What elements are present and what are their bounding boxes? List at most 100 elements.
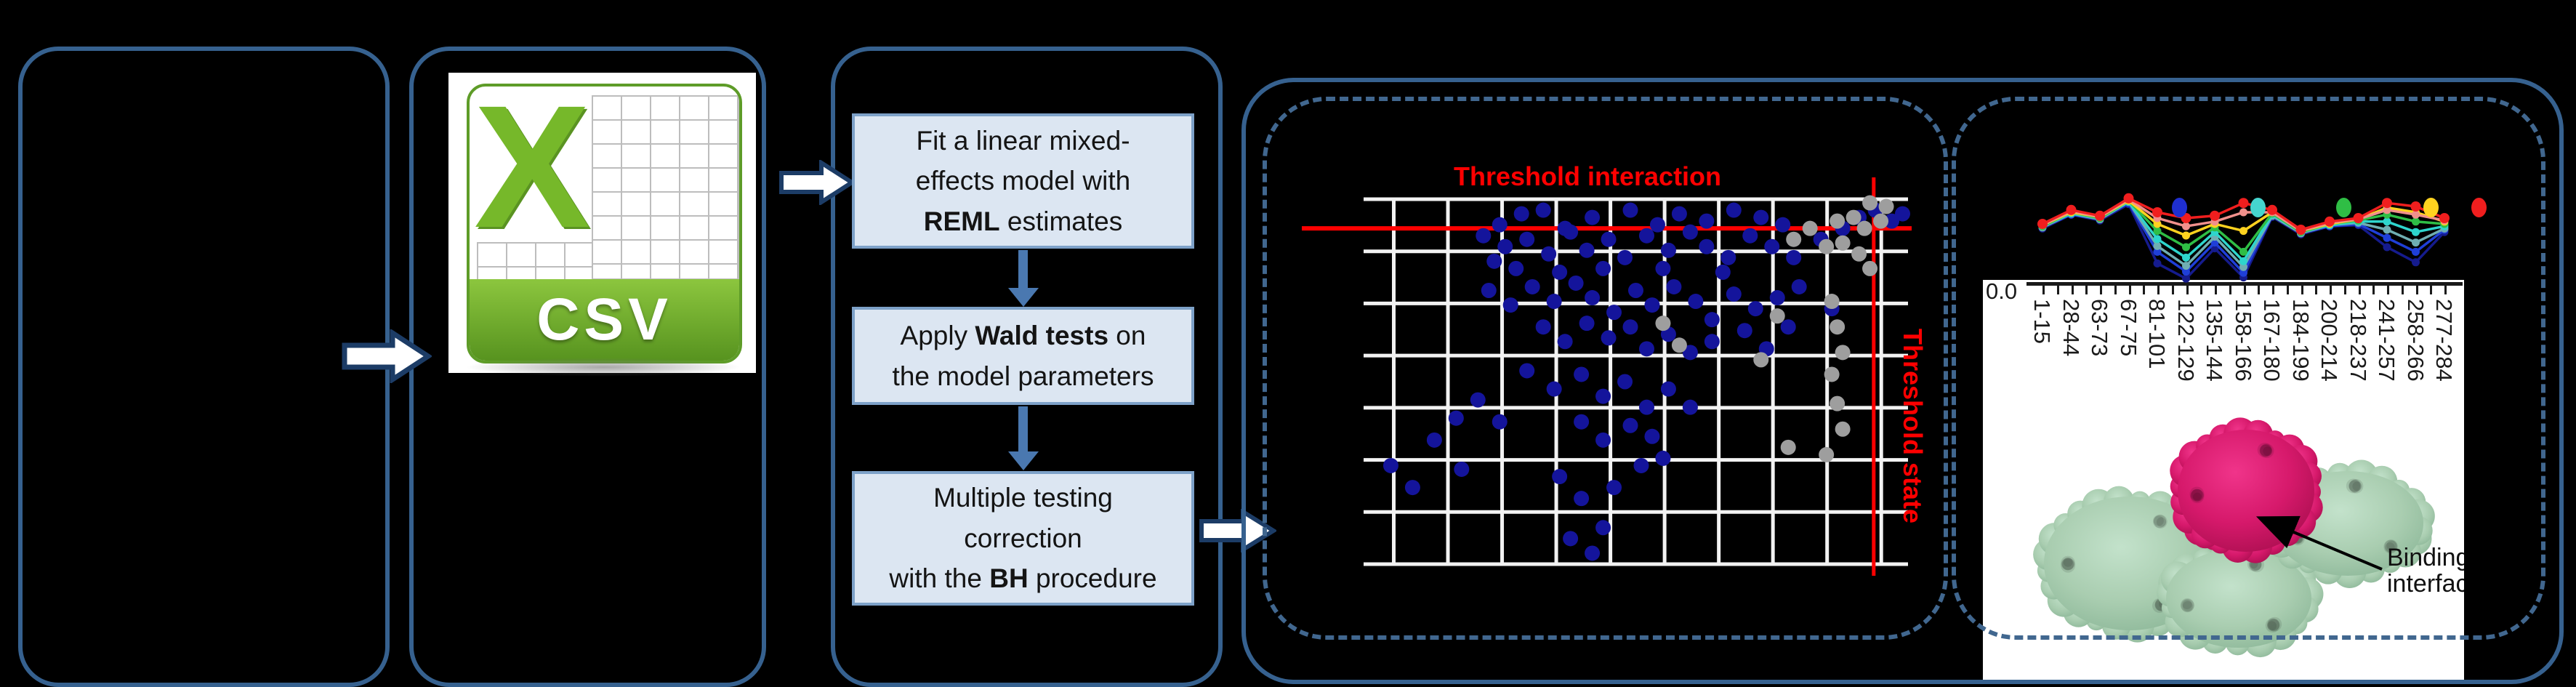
- legend-dot-1: [2172, 198, 2187, 217]
- scatter-point-interaction-points: [1574, 491, 1590, 507]
- scatter-point-interaction-points: [1633, 457, 1649, 473]
- interaction-figure-box: [1263, 97, 1948, 640]
- spreadsheet-grid-large: [592, 95, 739, 280]
- legend-dot-4: [2423, 198, 2439, 217]
- scatter-point-interaction-points: [1513, 206, 1529, 222]
- scatter-point-interaction-points: [1404, 480, 1420, 496]
- spreadsheet-grid-small: [477, 242, 593, 282]
- step-wald-tests: Apply Wald tests on the model parameters: [852, 307, 1194, 405]
- scatter-point-interaction-points: [1736, 323, 1752, 339]
- scatter-point-interaction-points: [1535, 319, 1551, 335]
- state-figure-box: [1952, 97, 2545, 640]
- scatter-point-interaction-points: [1595, 388, 1611, 404]
- x-axis-tick: [2430, 286, 2433, 294]
- scatter-point-interaction-points: [1470, 392, 1486, 408]
- scatter-point-interaction-points: [1595, 260, 1611, 276]
- legend-dot-5: [2471, 198, 2487, 217]
- x-axis-tick: [2444, 286, 2447, 294]
- binding-interface-annotation: Binding interface: [2387, 544, 2464, 598]
- scatter-point-state-points: [1655, 316, 1671, 332]
- scatter-point-interaction-points: [1649, 217, 1665, 233]
- y-axis-tick-label: 0.0: [1986, 280, 2018, 304]
- scatter-point-interaction-points: [1563, 531, 1579, 547]
- scatter-point-interaction-points: [1895, 206, 1911, 222]
- scatter-point-state-points: [1753, 352, 1769, 368]
- scatter-point-interaction-points: [1519, 363, 1535, 379]
- legend-dot-2: [2250, 198, 2266, 217]
- scatter-point-interaction-points: [1699, 213, 1715, 229]
- x-axis-tick: [2128, 286, 2131, 294]
- scatter-point-interaction-points: [1595, 520, 1611, 536]
- scatter-point-interaction-points: [1563, 224, 1579, 240]
- x-axis-tick: [2330, 286, 2332, 294]
- scatter-point-interaction-points: [1524, 278, 1540, 294]
- x-axis-tick: [2114, 286, 2117, 294]
- flow-arrow-1-shaft: [1018, 250, 1028, 289]
- scatter-point-state-points: [1835, 421, 1851, 437]
- scatter-point-state-points: [1873, 213, 1889, 229]
- scatter-point-interaction-points: [1644, 428, 1660, 444]
- x-axis-tick: [2343, 286, 2346, 294]
- scatter-point-state-points: [1835, 345, 1851, 361]
- x-axis-tick: [2215, 286, 2217, 294]
- x-axis-tick: [2401, 286, 2404, 294]
- peptide-uptake-line-chart: [2037, 193, 2450, 283]
- scatter-point-interaction-points: [1747, 301, 1763, 317]
- scatter-point-interaction-points: [1622, 417, 1638, 433]
- input-panel: [18, 47, 390, 687]
- scatter-point-interaction-points: [1454, 461, 1470, 477]
- scatter-point-interaction-points: [1682, 345, 1698, 361]
- scatter-point-interaction-points: [1492, 414, 1508, 430]
- legend-dot-3: [2336, 198, 2351, 217]
- scatter-point-interaction-points: [1508, 260, 1524, 276]
- csv-icon-shadow: [465, 358, 741, 377]
- x-axis-tick: [2143, 286, 2146, 294]
- scatter-point-state-points: [1780, 439, 1796, 455]
- x-axis-tick: [2358, 286, 2361, 294]
- x-axis-tick: [2085, 286, 2088, 294]
- scatter-point-interaction-points: [1574, 414, 1590, 430]
- x-axis-tick: [2387, 286, 2389, 294]
- scatter-point-state-points: [1802, 220, 1818, 236]
- scatter-point-interaction-points: [1699, 238, 1715, 254]
- x-axis-tick: [2258, 286, 2261, 294]
- scatter-point-interaction-points: [1769, 290, 1785, 306]
- threshold-scatter-plot: [1302, 177, 1912, 576]
- scatter-point-interaction-points: [1606, 480, 1622, 496]
- scatter-point-interaction-points: [1497, 238, 1513, 254]
- scatter-point-interaction-points: [1726, 202, 1742, 218]
- scatter-point-interaction-points: [1617, 249, 1633, 265]
- step-bh-correction: Multiple testing correction with the BH …: [852, 471, 1194, 606]
- x-axis-tick: [2071, 286, 2074, 294]
- x-axis-tick: [2157, 286, 2160, 294]
- scatter-point-state-points: [1878, 198, 1894, 214]
- scatter-point-interaction-points: [1585, 290, 1601, 306]
- scatter-point-interaction-points: [1601, 330, 1617, 346]
- x-axis-tick: [2372, 286, 2375, 294]
- excel-x-glyph: X: [474, 84, 591, 264]
- scatter-point-interaction-points: [1655, 450, 1671, 466]
- scatter-point-interaction-points: [1568, 275, 1584, 291]
- statistics-panel: [831, 47, 1223, 687]
- scatter-point-interaction-points: [1628, 283, 1643, 298]
- step-fit-model-label: Fit a linear mixed- effects model with R…: [915, 125, 1131, 236]
- x-axis-tick: [2042, 286, 2045, 294]
- scatter-point-state-points: [1769, 308, 1785, 324]
- scatter-point-interaction-points: [1481, 283, 1497, 298]
- threshold-state-label: Threshold state: [1898, 329, 1928, 524]
- scatter-point-interaction-points: [1660, 381, 1676, 397]
- csv-file-image: X CSV: [448, 73, 756, 373]
- protein-structure-image: [2033, 417, 2435, 658]
- scatter-point-interaction-points: [1617, 374, 1633, 390]
- scatter-point-state-points: [1786, 231, 1802, 247]
- x-axis-tick: [2056, 286, 2059, 294]
- scatter-point-interaction-points: [1666, 278, 1682, 294]
- x-axis-tick: [2272, 286, 2274, 294]
- scatter-point-interaction-points: [1622, 319, 1638, 335]
- scatter-point-interaction-points: [1786, 249, 1802, 265]
- scatter-point-state-points: [1862, 260, 1878, 276]
- scatter-point-interaction-points: [1502, 297, 1518, 313]
- scatter-point-interaction-points: [1715, 264, 1731, 280]
- x-axis-tick: [2415, 286, 2418, 294]
